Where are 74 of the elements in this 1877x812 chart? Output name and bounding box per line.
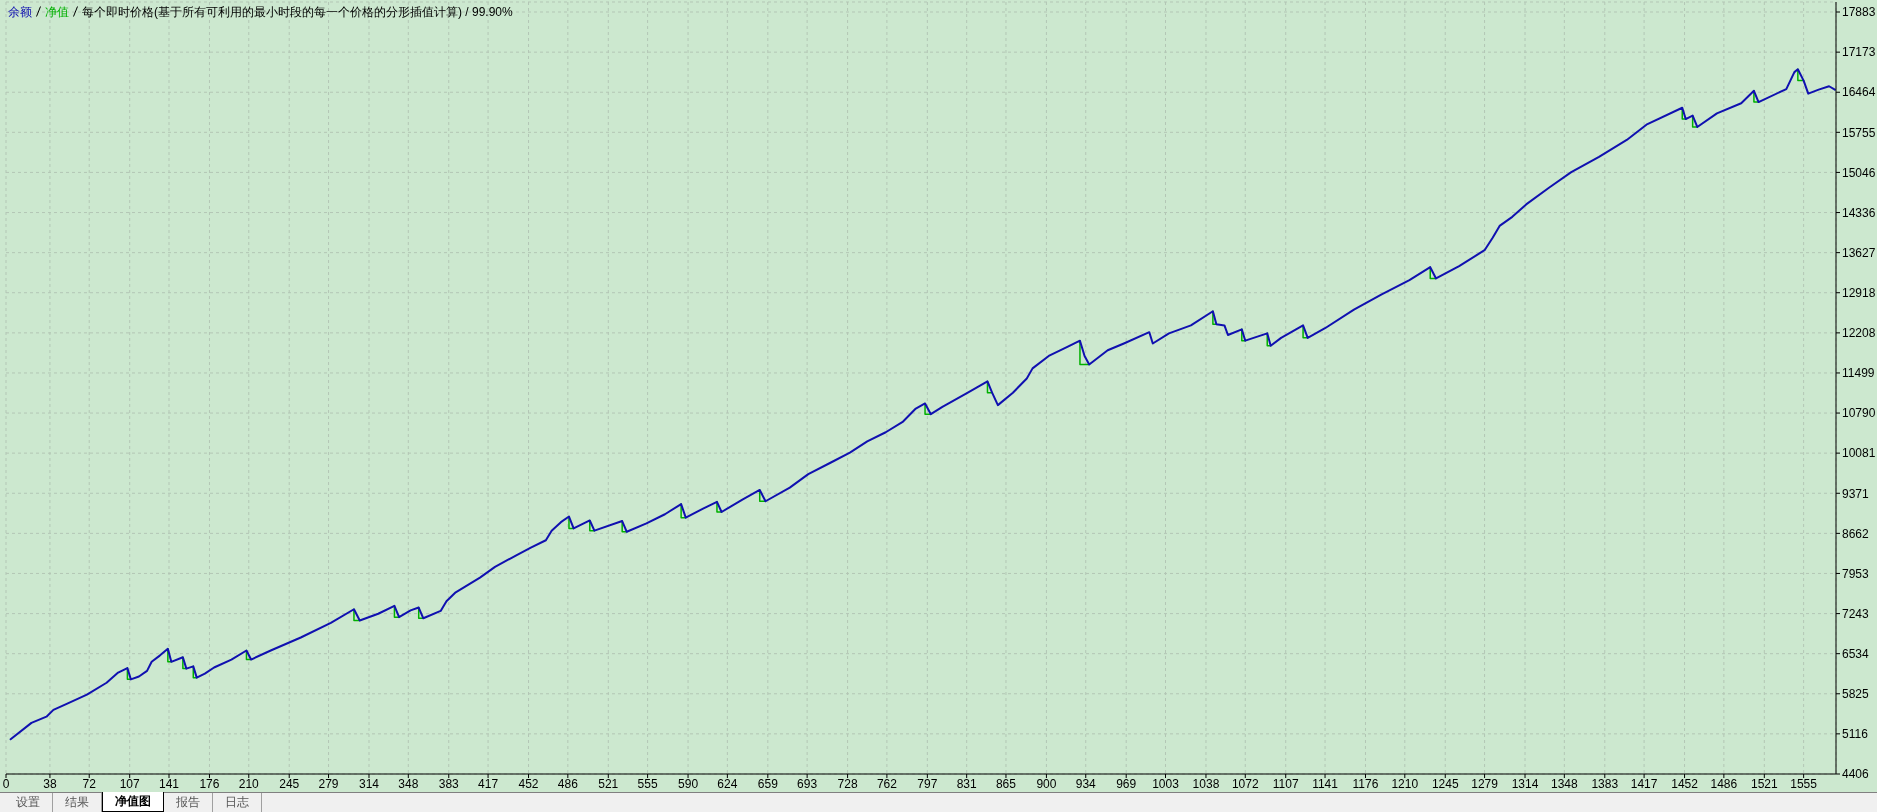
x-tick-label: 624 — [717, 776, 738, 791]
y-tick-label: 17173 — [1842, 45, 1876, 60]
x-tick-label: 1417 — [1630, 776, 1658, 791]
x-tick-label: 797 — [917, 776, 938, 791]
x-tick-label: 1107 — [1272, 776, 1299, 791]
line-series — [9, 68, 1836, 741]
text: 余额 — [8, 5, 32, 19]
y-tick-label: 9371 — [1842, 486, 1870, 501]
x-tick-label: 107 — [119, 776, 141, 791]
x-tick-label: 210 — [238, 776, 260, 791]
x-tick-label: 486 — [557, 776, 579, 791]
x-tick-label: 1038 — [1192, 776, 1220, 791]
x-tick-label: 176 — [199, 776, 220, 791]
y-tick-label: 16464 — [1842, 85, 1876, 100]
x-tick-label: 1210 — [1391, 776, 1419, 791]
x-tick-label: 1176 — [1352, 776, 1379, 791]
y-tick-label: 8662 — [1842, 526, 1870, 541]
x-tick-label: 1245 — [1431, 776, 1459, 791]
x-tick-label: 72 — [82, 776, 97, 791]
x-tick-label: 693 — [797, 776, 818, 791]
x-tick-label: 934 — [1075, 776, 1097, 791]
chart-title: 每个即时价格(基于所有可利用的最小时段的每一个价格的分形插值计算) / 99.90% — [82, 5, 513, 19]
x-tick-label: 141 — [158, 776, 180, 791]
y-tick-label: 6534 — [1842, 646, 1870, 661]
y-tick-label: 15755 — [1842, 125, 1876, 140]
x-tick-label: 348 — [398, 776, 419, 791]
y-tick-label: 17883 — [1842, 5, 1876, 20]
x-tick-label: 1279 — [1471, 776, 1499, 791]
x-tick-label: 452 — [518, 776, 539, 791]
y-tick-label: 13627 — [1842, 245, 1876, 260]
y-tick-label: 5116 — [1842, 727, 1869, 742]
x-tick-label: 383 — [438, 776, 460, 791]
x-tick-label: 279 — [318, 776, 339, 791]
y-tick-label: 15046 — [1842, 165, 1876, 180]
y-tick-label: 14336 — [1842, 205, 1876, 220]
y-tick-label: 7953 — [1842, 566, 1870, 581]
y-tick-label: 11499 — [1842, 366, 1875, 381]
x-tick-label: 521 — [598, 776, 619, 791]
x-tick-label: 1486 — [1710, 776, 1738, 791]
x-tick-label: 314 — [358, 776, 380, 791]
x-tick-label: 865 — [995, 776, 1017, 791]
y-tick-label: 5825 — [1842, 687, 1870, 702]
x-tick-label: 1452 — [1671, 776, 1699, 791]
y-tick-label: 12918 — [1842, 285, 1876, 300]
tab: 设置 — [4, 793, 53, 812]
y-tick-label: 10790 — [1842, 406, 1876, 421]
x-tick-label: 1141 — [1312, 776, 1339, 791]
y-tick-label: 10081 — [1842, 446, 1876, 461]
x-tick-label: 900 — [1036, 776, 1057, 791]
tab: 净值图 — [102, 792, 164, 812]
y-tick-label: 12208 — [1842, 326, 1876, 341]
x-tick-label: 1003 — [1152, 776, 1180, 791]
x-tick-label: 1348 — [1550, 776, 1578, 791]
x-tick-label: 659 — [757, 776, 779, 791]
x-tick-label: 1072 — [1231, 776, 1259, 791]
text: 净值 — [45, 5, 69, 19]
x-tick-label: 590 — [678, 776, 699, 791]
x-tick-label: 555 — [637, 776, 658, 791]
x-tick-label: 762 — [876, 776, 898, 791]
x-tick-label: 1314 — [1511, 776, 1539, 791]
x-tick-label: 417 — [478, 776, 499, 791]
x-tick-label: 245 — [279, 776, 300, 791]
y-tick-label: 7243 — [1842, 606, 1870, 621]
x-tick-label: 0 — [2, 776, 10, 791]
x-tick-label: 38 — [43, 776, 57, 791]
y-tick-label: 4406 — [1842, 767, 1870, 782]
x-tick-label: 1521 — [1750, 776, 1778, 791]
x-tick-label: 969 — [1116, 776, 1137, 791]
x-tick-label: 1383 — [1591, 776, 1619, 791]
x-tick-label: 831 — [956, 776, 977, 791]
x-tick-label: 1555 — [1790, 776, 1818, 791]
tab: 日志 — [213, 793, 262, 812]
tab: 报告 — [164, 793, 213, 812]
x-tick-label: 728 — [837, 776, 858, 791]
